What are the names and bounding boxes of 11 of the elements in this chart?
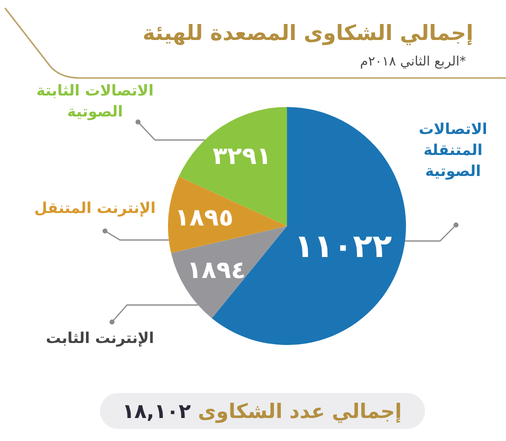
data-label: ١١٠٢٢: [294, 226, 392, 265]
data-label: ١٨٩٥: [174, 204, 234, 232]
slice-label: الاتصالات المتنقلة الصوتية: [418, 120, 488, 180]
data-label: ٣٢٩١: [212, 142, 272, 170]
slice-label: الاتصالات الثابتة الصوتية: [36, 82, 154, 120]
text: إجمالي عدد الشكاوى ١٨,١٠٢: [122, 399, 402, 423]
slice-label: الإنترنت الثابت: [46, 329, 154, 347]
chart-title: إجمالي الشكاوى المصعدة للهيئة: [142, 21, 474, 46]
chart-subtitle: *الربع الثاني ٢٠١٨م: [360, 54, 466, 70]
slice-label: الإنترنت المتنقل: [34, 199, 156, 217]
data-label: ١٨٩٤: [187, 256, 246, 284]
